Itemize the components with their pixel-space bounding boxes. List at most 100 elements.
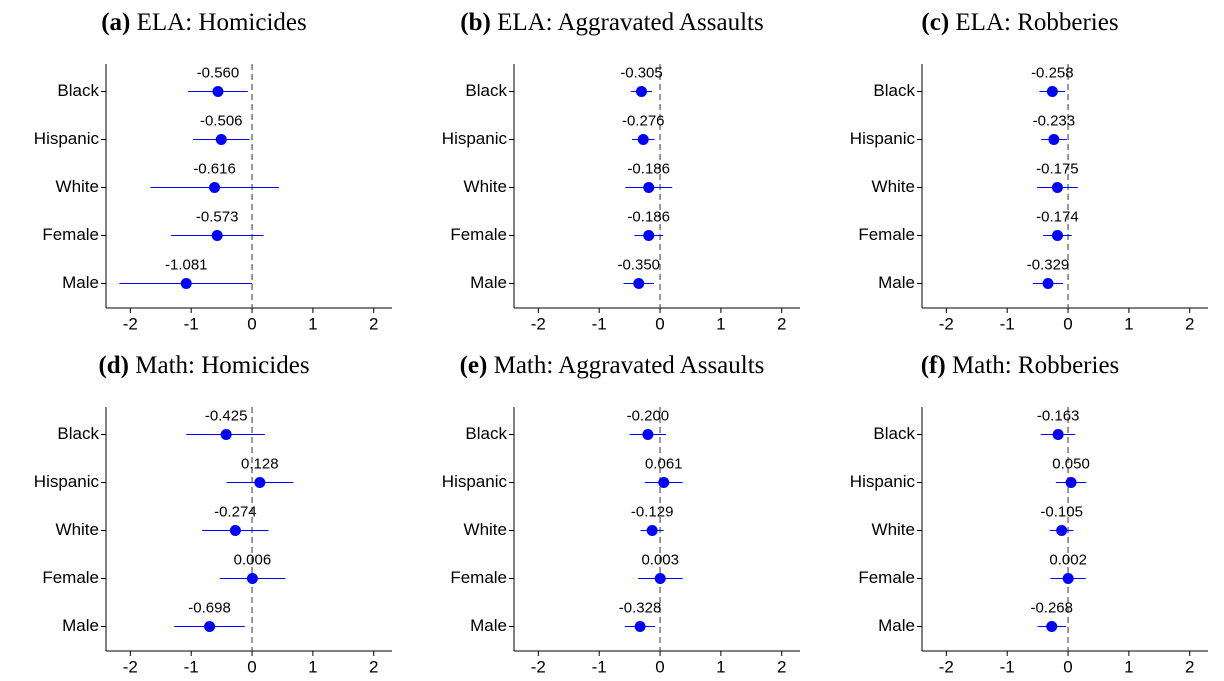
y-tick-label: Hispanic [442,129,508,148]
point [1046,86,1058,97]
x-tick-label: 2 [777,314,786,333]
panel-title: (e) Math: Aggravated Assaults [460,352,765,379]
y-tick-label: Hispanic [850,129,916,148]
y-tick-label: White [464,520,507,539]
y-tick-label: Male [62,616,99,635]
point [635,86,647,97]
x-tick-label: 0 [1063,657,1072,676]
point [658,477,670,488]
value-label: -0.129 [631,503,674,520]
x-tick-label: 0 [1063,314,1072,333]
point [229,525,241,536]
y-tick-label: Female [858,568,915,587]
x-tick-label: 0 [655,657,664,676]
x-tick-label: 1 [1124,314,1133,333]
panel: (d) Math: Homicides -2 -1 0 1 2 Black -0.425 His… [34,352,392,676]
panel-title-text: Math: Homicides [135,352,309,379]
value-label: -1.081 [165,256,208,273]
point [643,230,655,241]
panel-title: (c) ELA: Robberies [921,9,1118,36]
y-tick-label: White [56,177,99,196]
value-label: -0.186 [627,160,670,177]
y-tick-label: Male [62,273,99,292]
point [654,573,666,584]
value-label: -0.174 [1036,208,1079,225]
point [1052,429,1064,440]
y-tick-label: Black [873,81,915,100]
x-tick-label: 2 [369,314,378,333]
point [633,278,645,289]
x-tick-label: -2 [939,314,954,333]
y-tick-label: Hispanic [34,472,100,491]
point [220,429,232,440]
x-tick-label: 2 [1185,314,1194,333]
point [215,134,227,145]
y-tick-label: Hispanic [34,129,100,148]
x-tick-label: 2 [1185,657,1194,676]
x-tick-label: -1 [184,314,199,333]
y-tick-label: White [464,177,507,196]
point [642,429,654,440]
panel-label: (f) [921,352,946,379]
value-label: -0.350 [617,256,660,273]
value-label: -0.276 [622,112,665,129]
x-tick-label: -1 [184,657,199,676]
panel-title-text: ELA: Aggravated Assaults [497,9,764,36]
x-tick-label: 2 [777,657,786,676]
point [1046,621,1058,632]
panel-title-text: ELA: Robberies [955,9,1118,36]
y-tick-label: Male [470,273,507,292]
x-tick-label: -1 [1000,314,1015,333]
point [254,477,266,488]
value-label: -0.163 [1037,407,1080,424]
value-label: -0.186 [627,208,670,225]
panel-title: (d) Math: Homicides [98,352,309,379]
point [634,621,646,632]
panel: (a) ELA: Homicides -2 -1 0 1 2 Black -0.560 Hisp… [34,9,392,333]
point [211,230,223,241]
value-label: -0.560 [197,64,240,81]
value-label: -0.105 [1040,503,1083,520]
point [1051,230,1063,241]
value-label: -0.268 [1030,599,1073,616]
value-label: 0.128 [241,455,279,472]
x-tick-label: -2 [123,314,138,333]
value-label: 0.002 [1049,551,1087,568]
value-label: -0.274 [214,503,257,520]
y-tick-label: Female [42,568,99,587]
x-tick-label: -2 [123,657,138,676]
y-tick-label: Black [465,424,507,443]
y-tick-label: Hispanic [850,472,916,491]
panel: (c) ELA: Robberies -2 -1 0 1 2 Black -0.258 Hisp… [850,9,1208,333]
point [204,621,216,632]
panel-title-text: Math: Aggravated Assaults [494,352,765,379]
panel-label: (e) [460,352,488,379]
y-tick-label: Black [57,424,99,443]
panel-title-text: ELA: Homicides [137,9,307,36]
panel-title: (b) ELA: Aggravated Assaults [460,9,763,36]
x-tick-label: 2 [369,657,378,676]
point [1065,477,1077,488]
y-tick-label: Female [858,225,915,244]
value-label: -0.616 [193,160,236,177]
x-tick-label: -2 [531,314,546,333]
point [637,134,649,145]
y-tick-label: White [56,520,99,539]
panel: (f) Math: Robberies -2 -1 0 1 2 Black -0.163 His… [850,352,1208,676]
y-tick-label: Hispanic [442,472,508,491]
panel-label: (b) [460,9,491,36]
point [209,182,221,193]
x-tick-label: 1 [1124,657,1133,676]
x-tick-label: 1 [308,314,317,333]
value-label: -0.258 [1031,64,1074,81]
x-tick-label: 0 [247,314,256,333]
value-label: 0.050 [1052,455,1090,472]
y-tick-label: Female [450,225,507,244]
point [1056,525,1068,536]
y-tick-label: Black [57,81,99,100]
panel: (e) Math: Aggravated Assaults -2 -1 0 1 2 Blac… [442,352,800,676]
x-tick-label: -2 [531,657,546,676]
panel: (b) ELA: Aggravated Assaults -2 -1 0 1 2 Black… [442,9,800,333]
value-label: -0.506 [200,112,243,129]
